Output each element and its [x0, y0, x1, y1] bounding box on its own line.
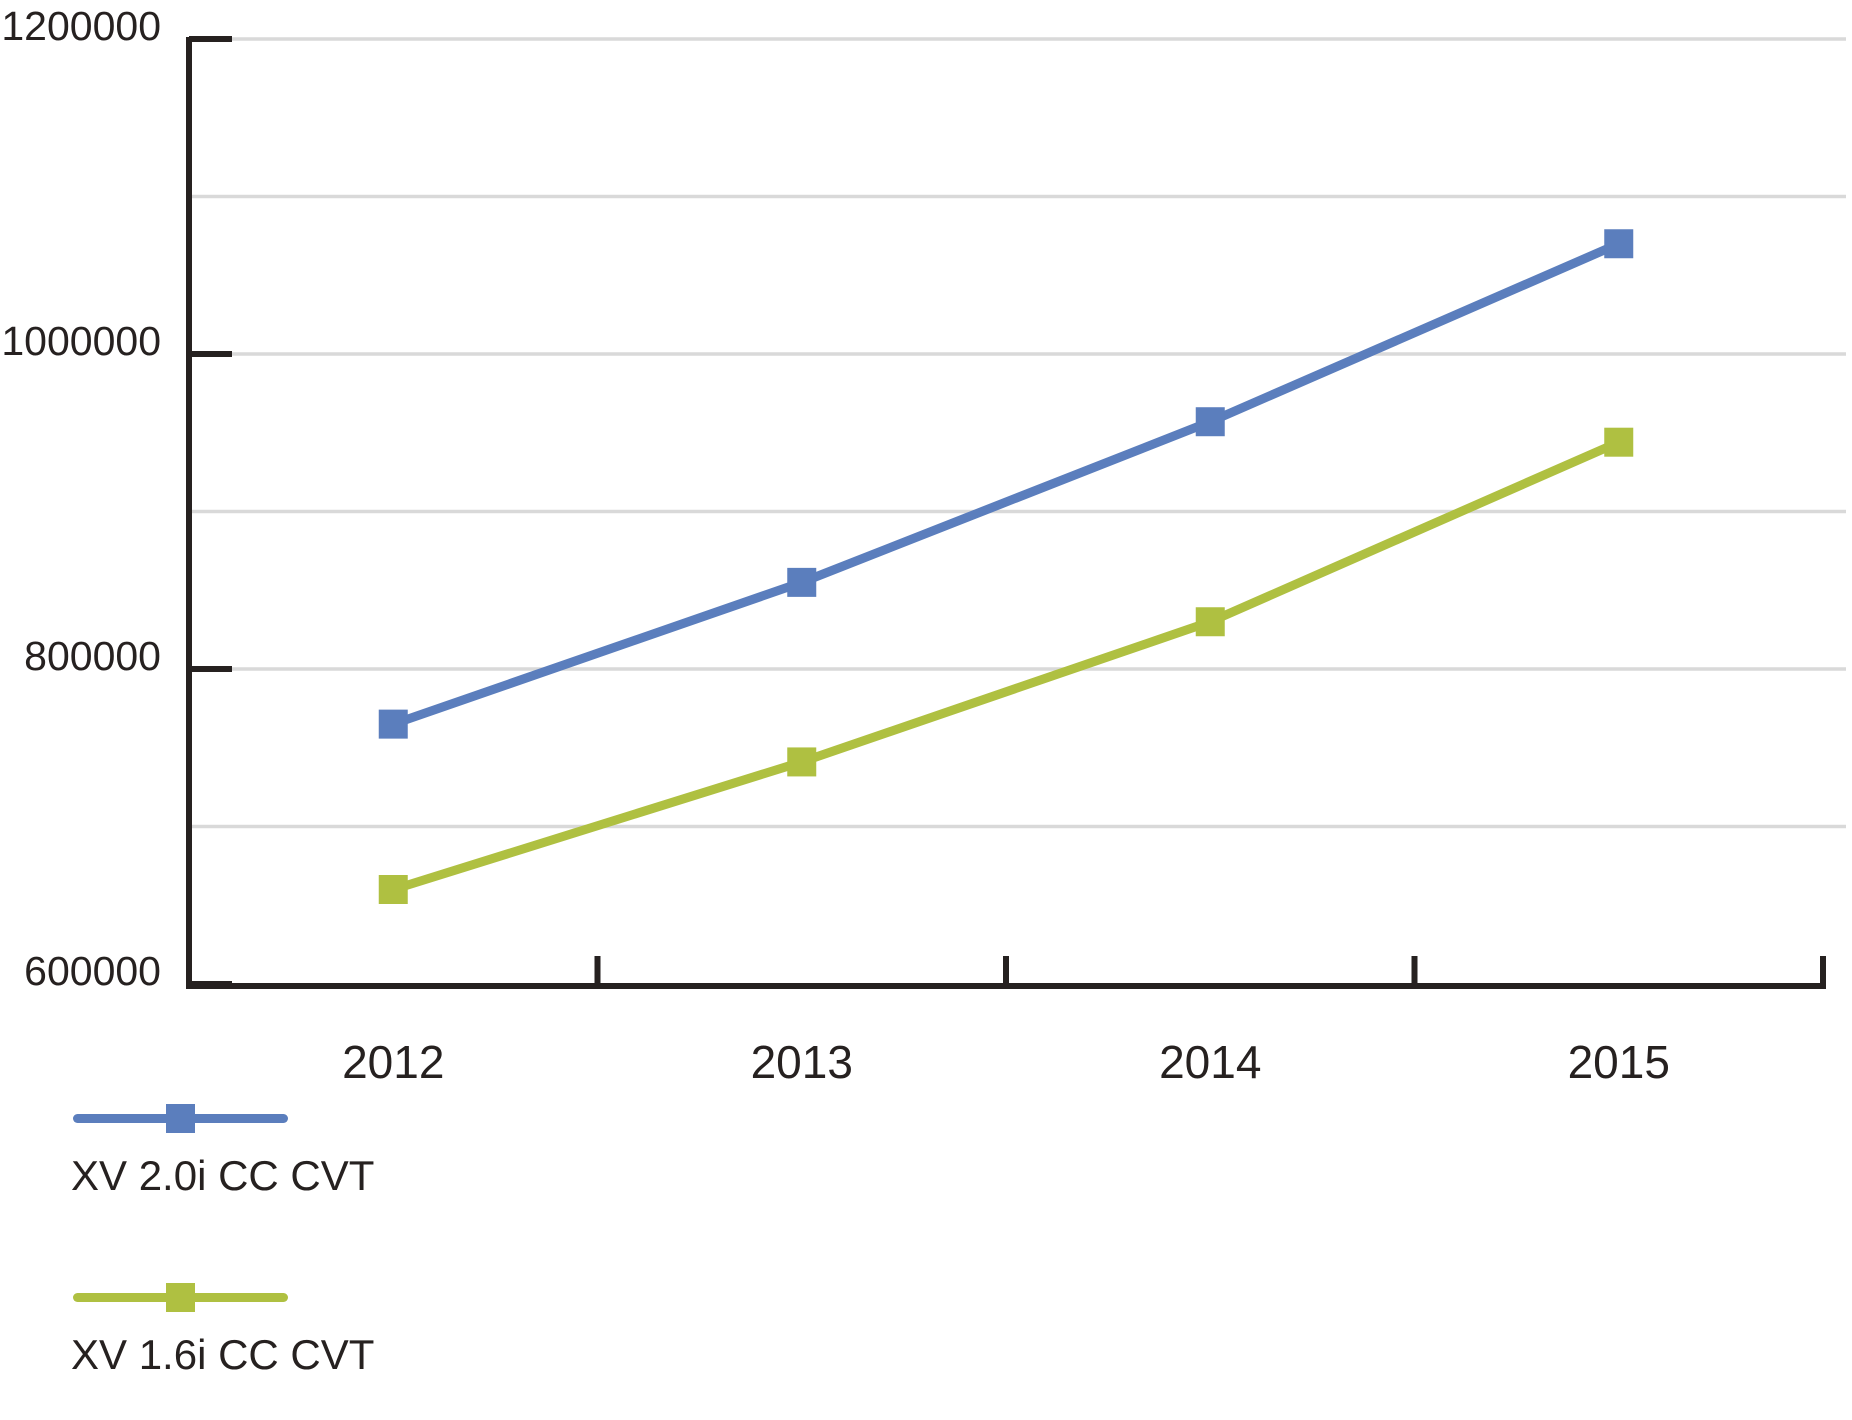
data-point [1195, 607, 1225, 637]
y-tick-label: 1000000 [1, 318, 161, 364]
y-tick-label: 1200000 [1, 3, 161, 49]
series-line-2 [388, 437, 1624, 894]
x-tick-label: 2014 [1159, 1036, 1261, 1088]
series-line-1 [388, 239, 1624, 729]
data-point [1604, 229, 1634, 259]
x-tick-label: 2012 [342, 1036, 444, 1088]
y-tick-label: 800000 [24, 633, 161, 679]
data-point [787, 747, 817, 777]
x-tick-label: 2015 [1568, 1036, 1670, 1088]
data-point [1195, 407, 1225, 437]
data-point [378, 709, 408, 739]
data-point [378, 875, 408, 904]
x-tick-label: 2013 [751, 1036, 853, 1088]
y-tick-label: 600000 [24, 948, 161, 994]
data-point [787, 567, 817, 597]
data-point [1604, 427, 1634, 457]
